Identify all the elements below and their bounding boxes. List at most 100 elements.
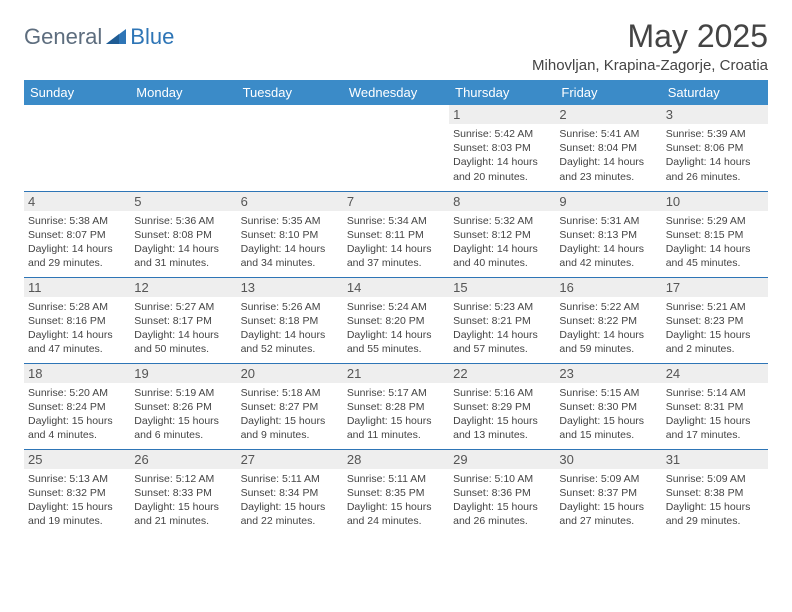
calendar-row: 25Sunrise: 5:13 AMSunset: 8:32 PMDayligh… bbox=[24, 449, 768, 535]
day-details: Sunrise: 5:27 AMSunset: 8:17 PMDaylight:… bbox=[134, 300, 232, 357]
weekday-header: Thursday bbox=[449, 80, 555, 105]
day-details: Sunrise: 5:39 AMSunset: 8:06 PMDaylight:… bbox=[666, 127, 764, 184]
calendar-cell: 14 Sunrise: 5:24 AMSunset: 8:20 PMDayligh… bbox=[343, 277, 449, 363]
calendar-row: 18Sunrise: 5:20 AMSunset: 8:24 PMDayligh… bbox=[24, 363, 768, 449]
weekday-header: Wednesday bbox=[343, 80, 449, 105]
day-details: Sunrise: 5:35 AMSunset: 8:10 PMDaylight:… bbox=[241, 214, 339, 271]
weekday-header-row: Sunday Monday Tuesday Wednesday Thursday… bbox=[24, 80, 768, 105]
month-title: May 2025 bbox=[532, 18, 768, 55]
day-details: Sunrise: 5:41 AMSunset: 8:04 PMDaylight:… bbox=[559, 127, 657, 184]
calendar-cell: 7 Sunrise: 5:34 AMSunset: 8:11 PMDaylight… bbox=[343, 191, 449, 277]
day-number: 12 bbox=[130, 278, 236, 297]
day-details: Sunrise: 5:18 AMSunset: 8:27 PMDaylight:… bbox=[241, 386, 339, 443]
calendar-cell: 15 Sunrise: 5:23 AMSunset: 8:21 PMDayligh… bbox=[449, 277, 555, 363]
day-details: Sunrise: 5:19 AMSunset: 8:26 PMDaylight:… bbox=[134, 386, 232, 443]
day-number: 6 bbox=[237, 192, 343, 211]
day-number: 10 bbox=[662, 192, 768, 211]
weekday-header: Saturday bbox=[662, 80, 768, 105]
weekday-header: Sunday bbox=[24, 80, 130, 105]
day-details: Sunrise: 5:14 AMSunset: 8:31 PMDaylight:… bbox=[666, 386, 764, 443]
logo-text-blue: Blue bbox=[130, 24, 174, 50]
day-details: Sunrise: 5:29 AMSunset: 8:15 PMDaylight:… bbox=[666, 214, 764, 271]
day-number: 4 bbox=[24, 192, 130, 211]
day-details: Sunrise: 5:12 AMSunset: 8:33 PMDaylight:… bbox=[134, 472, 232, 529]
calendar-cell: 26 Sunrise: 5:12 AMSunset: 8:33 PMDayligh… bbox=[130, 449, 236, 535]
day-number: 2 bbox=[555, 105, 661, 124]
calendar-cell: 8 Sunrise: 5:32 AMSunset: 8:12 PMDaylight… bbox=[449, 191, 555, 277]
calendar-row: 11 Sunrise: 5:28 AMSunset: 8:16 PMDayligh… bbox=[24, 277, 768, 363]
day-details: Sunrise: 5:11 AMSunset: 8:35 PMDaylight:… bbox=[347, 472, 445, 529]
day-number: 16 bbox=[555, 278, 661, 297]
day-number: 25 bbox=[24, 450, 130, 469]
calendar-body: 1 Sunrise: 5:42 AMSunset: 8:03 PMDaylight… bbox=[24, 105, 768, 535]
day-details: Sunrise: 5:34 AMSunset: 8:11 PMDaylight:… bbox=[347, 214, 445, 271]
logo-sail-icon bbox=[105, 28, 127, 46]
calendar-cell: 19 Sunrise: 5:19 AMSunset: 8:26 PMDayligh… bbox=[130, 363, 236, 449]
calendar-cell: 10 Sunrise: 5:29 AMSunset: 8:15 PMDayligh… bbox=[662, 191, 768, 277]
day-details: Sunrise: 5:21 AMSunset: 8:23 PMDaylight:… bbox=[666, 300, 764, 357]
day-details: Sunrise: 5:11 AMSunset: 8:34 PMDaylight:… bbox=[241, 472, 339, 529]
day-number: 26 bbox=[130, 450, 236, 469]
calendar-cell: 18Sunrise: 5:20 AMSunset: 8:24 PMDayligh… bbox=[24, 363, 130, 449]
calendar-cell: 22Sunrise: 5:16 AMSunset: 8:29 PMDayligh… bbox=[449, 363, 555, 449]
day-details: Sunrise: 5:31 AMSunset: 8:13 PMDaylight:… bbox=[559, 214, 657, 271]
day-number: 8 bbox=[449, 192, 555, 211]
day-number: 29 bbox=[449, 450, 555, 469]
calendar-cell: 28 Sunrise: 5:11 AMSunset: 8:35 PMDayligh… bbox=[343, 449, 449, 535]
day-details: Sunrise: 5:23 AMSunset: 8:21 PMDaylight:… bbox=[453, 300, 551, 357]
calendar-cell: 25Sunrise: 5:13 AMSunset: 8:32 PMDayligh… bbox=[24, 449, 130, 535]
day-details: Sunrise: 5:10 AMSunset: 8:36 PMDaylight:… bbox=[453, 472, 551, 529]
day-number: 20 bbox=[237, 364, 343, 383]
day-number: 7 bbox=[343, 192, 449, 211]
calendar-cell bbox=[343, 105, 449, 191]
day-number: 15 bbox=[449, 278, 555, 297]
day-number: 23 bbox=[555, 364, 661, 383]
day-details: Sunrise: 5:24 AMSunset: 8:20 PMDaylight:… bbox=[347, 300, 445, 357]
calendar-cell: 20 Sunrise: 5:18 AMSunset: 8:27 PMDayligh… bbox=[237, 363, 343, 449]
day-number: 17 bbox=[662, 278, 768, 297]
calendar-cell: 17 Sunrise: 5:21 AMSunset: 8:23 PMDayligh… bbox=[662, 277, 768, 363]
location-text: Mihovljan, Krapina-Zagorje, Croatia bbox=[532, 57, 768, 74]
calendar-row: 4 Sunrise: 5:38 AMSunset: 8:07 PMDaylight… bbox=[24, 191, 768, 277]
day-number: 11 bbox=[24, 278, 130, 297]
day-details: Sunrise: 5:22 AMSunset: 8:22 PMDaylight:… bbox=[559, 300, 657, 357]
day-number: 18 bbox=[24, 364, 130, 383]
calendar-cell: 9 Sunrise: 5:31 AMSunset: 8:13 PMDaylight… bbox=[555, 191, 661, 277]
day-number: 30 bbox=[555, 450, 661, 469]
page-header: General Blue May 2025 Mihovljan, Krapina… bbox=[24, 18, 768, 74]
calendar-cell: 24Sunrise: 5:14 AMSunset: 8:31 PMDayligh… bbox=[662, 363, 768, 449]
logo-text-general: General bbox=[24, 24, 102, 50]
calendar-cell: 13 Sunrise: 5:26 AMSunset: 8:18 PMDayligh… bbox=[237, 277, 343, 363]
day-details: Sunrise: 5:42 AMSunset: 8:03 PMDaylight:… bbox=[453, 127, 551, 184]
logo: General Blue bbox=[24, 24, 174, 50]
day-details: Sunrise: 5:17 AMSunset: 8:28 PMDaylight:… bbox=[347, 386, 445, 443]
calendar-row: 1 Sunrise: 5:42 AMSunset: 8:03 PMDaylight… bbox=[24, 105, 768, 191]
day-number: 3 bbox=[662, 105, 768, 124]
day-details: Sunrise: 5:36 AMSunset: 8:08 PMDaylight:… bbox=[134, 214, 232, 271]
day-details: Sunrise: 5:38 AMSunset: 8:07 PMDaylight:… bbox=[28, 214, 126, 271]
day-number: 19 bbox=[130, 364, 236, 383]
day-details: Sunrise: 5:09 AMSunset: 8:37 PMDaylight:… bbox=[559, 472, 657, 529]
day-details: Sunrise: 5:28 AMSunset: 8:16 PMDaylight:… bbox=[28, 300, 126, 357]
day-number: 14 bbox=[343, 278, 449, 297]
calendar-cell: 23 Sunrise: 5:15 AMSunset: 8:30 PMDayligh… bbox=[555, 363, 661, 449]
calendar-cell: 29 Sunrise: 5:10 AMSunset: 8:36 PMDayligh… bbox=[449, 449, 555, 535]
day-number: 21 bbox=[343, 364, 449, 383]
day-number: 13 bbox=[237, 278, 343, 297]
day-details: Sunrise: 5:15 AMSunset: 8:30 PMDaylight:… bbox=[559, 386, 657, 443]
day-details: Sunrise: 5:16 AMSunset: 8:29 PMDaylight:… bbox=[453, 386, 551, 443]
day-number: 1 bbox=[449, 105, 555, 124]
day-number: 5 bbox=[130, 192, 236, 211]
calendar-cell: 16 Sunrise: 5:22 AMSunset: 8:22 PMDayligh… bbox=[555, 277, 661, 363]
calendar-cell: 30 Sunrise: 5:09 AMSunset: 8:37 PMDayligh… bbox=[555, 449, 661, 535]
day-number: 28 bbox=[343, 450, 449, 469]
calendar-cell: 31Sunrise: 5:09 AMSunset: 8:38 PMDayligh… bbox=[662, 449, 768, 535]
title-block: May 2025 Mihovljan, Krapina-Zagorje, Cro… bbox=[532, 18, 768, 74]
day-details: Sunrise: 5:26 AMSunset: 8:18 PMDaylight:… bbox=[241, 300, 339, 357]
day-number: 9 bbox=[555, 192, 661, 211]
day-details: Sunrise: 5:32 AMSunset: 8:12 PMDaylight:… bbox=[453, 214, 551, 271]
calendar-cell: 11 Sunrise: 5:28 AMSunset: 8:16 PMDayligh… bbox=[24, 277, 130, 363]
day-number: 31 bbox=[662, 450, 768, 469]
calendar-cell bbox=[237, 105, 343, 191]
calendar-cell bbox=[24, 105, 130, 191]
